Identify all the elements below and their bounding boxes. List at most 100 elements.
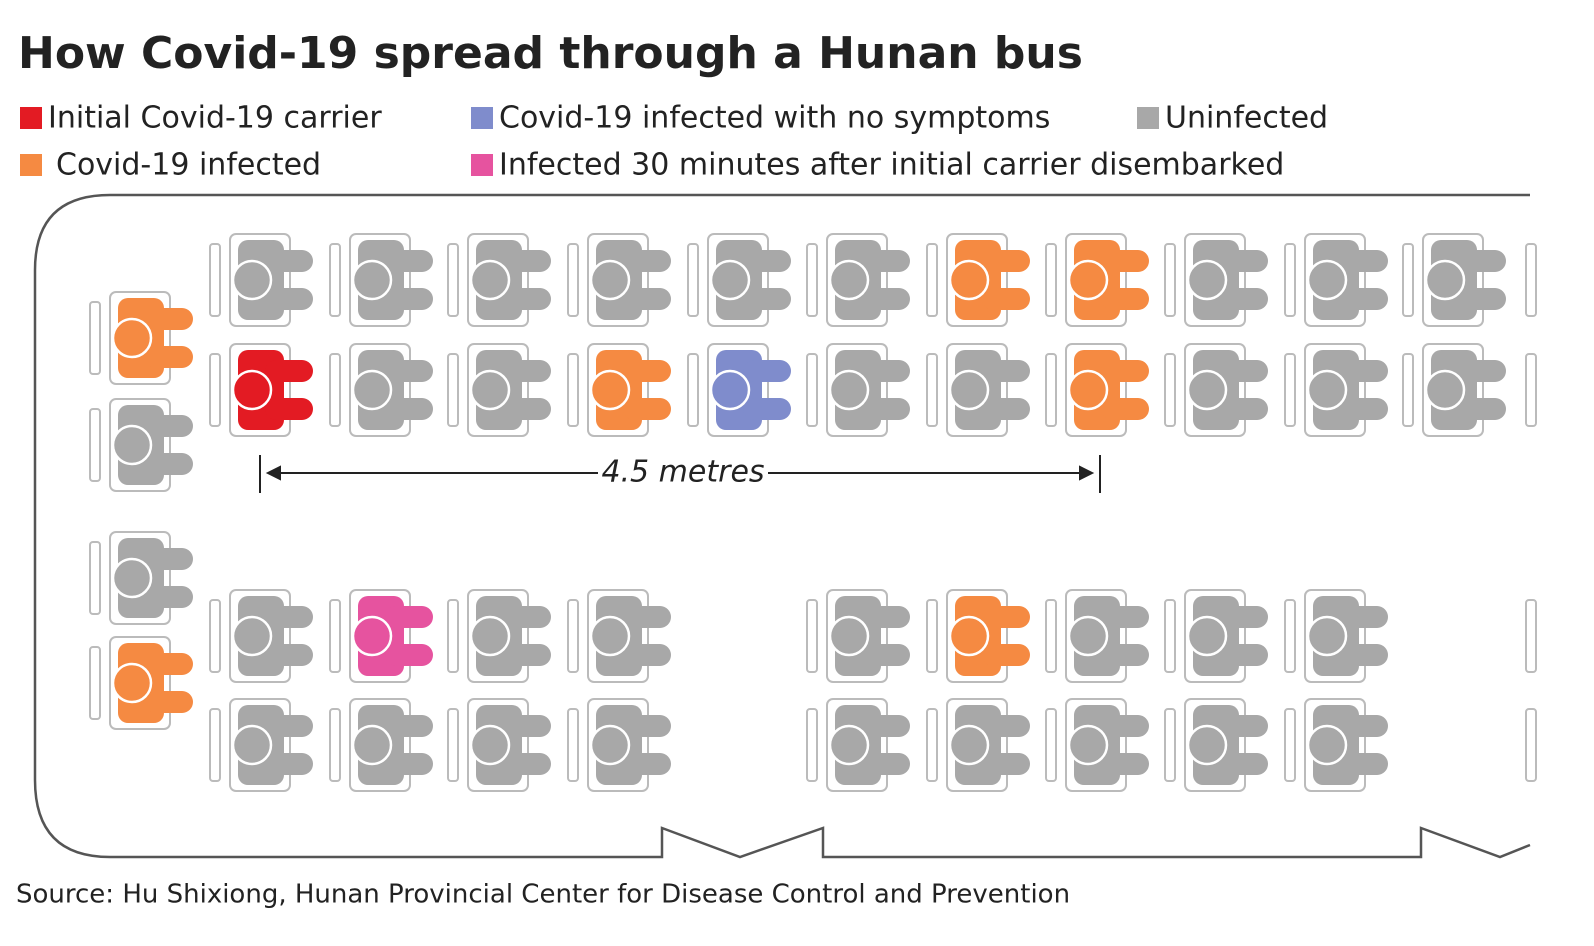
person-head	[1306, 724, 1348, 766]
person-arm	[982, 250, 1030, 272]
person-head	[709, 369, 751, 411]
person-arm	[743, 398, 791, 420]
seat-back	[1402, 243, 1414, 317]
seat	[1164, 589, 1268, 683]
person-head	[231, 724, 273, 766]
person-arm	[1458, 288, 1506, 310]
bus-outline	[33, 193, 1531, 859]
legend-swatch	[471, 107, 493, 129]
person-head	[589, 724, 631, 766]
seat	[806, 589, 910, 683]
seat-back	[1164, 708, 1176, 782]
person-arm	[623, 250, 671, 272]
person-head	[828, 369, 870, 411]
seat-back	[329, 243, 341, 317]
person-head	[589, 259, 631, 301]
distance-label: 4.5 metres	[601, 455, 764, 490]
seat	[447, 589, 551, 683]
person-head	[1424, 369, 1466, 411]
seat	[209, 698, 313, 792]
seat-back	[1284, 353, 1296, 427]
source: Source: Hu Shixiong, Hunan Provincial Ce…	[16, 880, 1070, 910]
seat-back	[1164, 243, 1176, 317]
person-arm	[503, 644, 551, 666]
person-head	[469, 615, 511, 657]
person-arm	[265, 398, 313, 420]
person-arm	[1101, 250, 1149, 272]
seat	[89, 531, 193, 625]
seat-back	[806, 708, 818, 782]
legend-label: Initial Covid-19 carrier	[48, 101, 382, 136]
person-arm	[1101, 360, 1149, 382]
person-head	[1067, 724, 1109, 766]
legend-swatch	[20, 107, 42, 129]
seat	[926, 343, 1030, 437]
person-head	[351, 615, 393, 657]
seat-back	[447, 708, 459, 782]
person-arm	[862, 753, 910, 775]
seat	[447, 698, 551, 792]
person-head	[828, 615, 870, 657]
seat	[1164, 233, 1268, 327]
seat-back	[1045, 708, 1057, 782]
person-arm	[1458, 360, 1506, 382]
seat	[209, 589, 313, 683]
seat-partial	[1525, 353, 1537, 427]
person-head	[589, 615, 631, 657]
person-arm	[862, 250, 910, 272]
person-arm	[265, 606, 313, 628]
person-head	[589, 369, 631, 411]
seat	[329, 343, 433, 437]
person-head	[1306, 615, 1348, 657]
arrowheads	[265, 465, 1095, 481]
person-arm	[623, 606, 671, 628]
seat	[209, 233, 313, 327]
person-arm	[145, 415, 193, 437]
person-head	[111, 317, 153, 359]
person-head	[948, 369, 990, 411]
person-arm	[503, 288, 551, 310]
person-arm	[265, 753, 313, 775]
seat-back	[687, 353, 699, 427]
seat-back	[89, 646, 101, 720]
person-arm	[265, 288, 313, 310]
person-arm	[1340, 606, 1388, 628]
seat	[329, 589, 433, 683]
title: How Covid-19 spread through a Hunan bus	[18, 28, 1083, 79]
seat-back	[1284, 599, 1296, 673]
seat-back	[329, 599, 341, 673]
seat-back	[926, 708, 938, 782]
seat-back	[209, 599, 221, 673]
person-arm	[982, 715, 1030, 737]
legend-label: Uninfected	[1165, 101, 1328, 136]
person-arm	[503, 753, 551, 775]
person-arm	[862, 398, 910, 420]
seat-back	[209, 353, 221, 427]
person-arm	[503, 398, 551, 420]
person-arm	[1220, 753, 1268, 775]
seat-back	[1045, 353, 1057, 427]
person-arm	[385, 644, 433, 666]
seat	[209, 343, 313, 437]
person-arm	[982, 288, 1030, 310]
seat	[806, 233, 910, 327]
person-arm	[145, 346, 193, 368]
person-head	[948, 724, 990, 766]
seat-back	[687, 243, 699, 317]
person-head	[948, 615, 990, 657]
person-head	[1186, 259, 1228, 301]
person-arm	[503, 606, 551, 628]
person-arm	[623, 715, 671, 737]
seat-back	[1045, 599, 1057, 673]
person-arm	[145, 691, 193, 713]
person-arm	[1340, 753, 1388, 775]
seat-partial	[1525, 243, 1537, 317]
person-arm	[1340, 715, 1388, 737]
person-arm	[385, 715, 433, 737]
person-arm	[1340, 360, 1388, 382]
seat-back	[926, 599, 938, 673]
seat	[1284, 698, 1388, 792]
person-arm	[1101, 288, 1149, 310]
person-arm	[145, 548, 193, 570]
person-arm	[1458, 250, 1506, 272]
